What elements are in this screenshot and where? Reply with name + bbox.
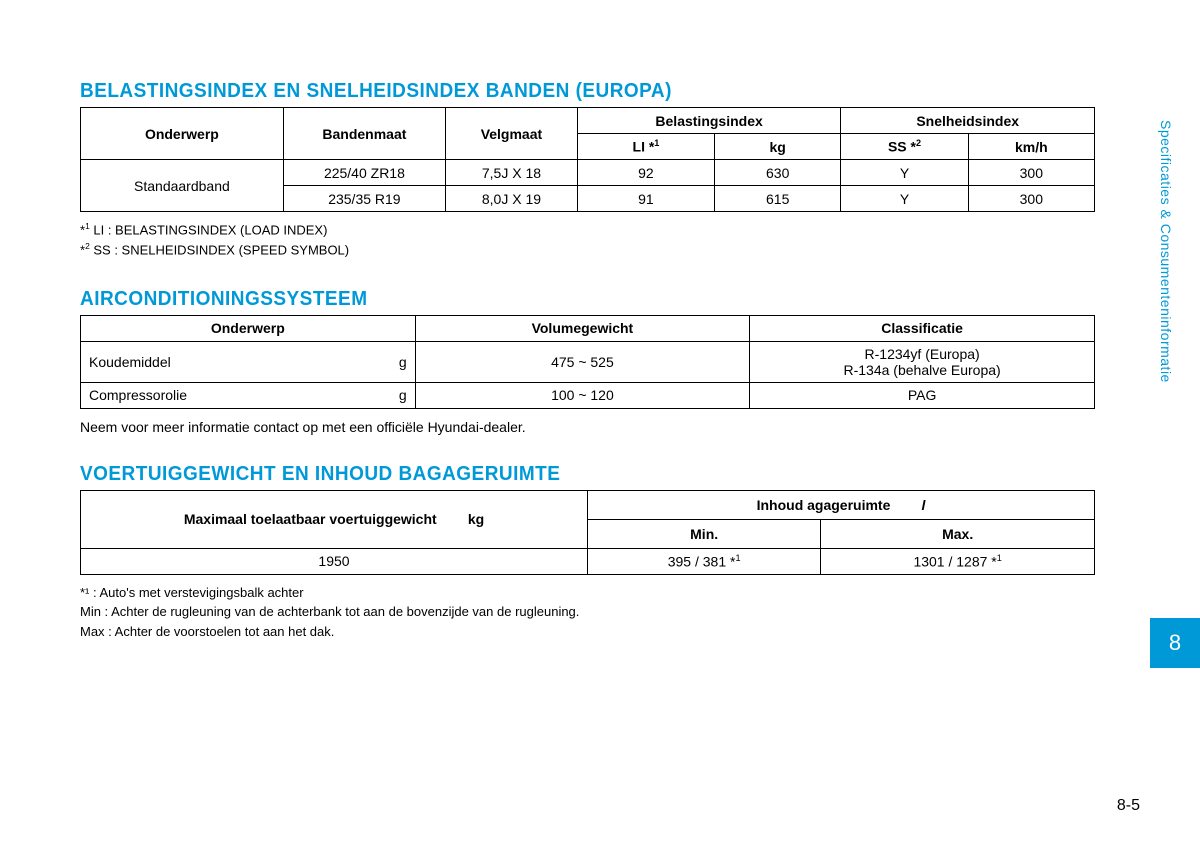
th-speed-group: Snelheidsindex xyxy=(841,108,1095,134)
label: Compressorolie xyxy=(89,387,187,403)
ac-note: Neem voor meer informatie contact op met… xyxy=(80,419,1095,435)
tires-footnotes: *1 LI : BELASTINGSINDEX (LOAD INDEX) *2 … xyxy=(80,220,1095,260)
th-load-group: Belastingsindex xyxy=(577,108,841,134)
footnote: *1 LI : BELASTINGSINDEX (LOAD INDEX) xyxy=(80,220,1095,240)
page-number: 8-5 xyxy=(1117,797,1140,815)
unit: kg xyxy=(468,511,484,527)
th-ss: SS *2 xyxy=(841,134,968,160)
cell: 615 xyxy=(715,186,841,212)
sup: 1 xyxy=(997,553,1002,563)
cell: PAG xyxy=(750,382,1095,408)
cell: Y xyxy=(841,160,968,186)
cell: 91 xyxy=(577,186,714,212)
th-kmh: km/h xyxy=(968,134,1094,160)
table-row: Koudemiddel g 475 ~ 525 R-1234yf (Europa)… xyxy=(81,341,1095,382)
th-class: Classificatie xyxy=(750,315,1095,341)
val: 395 / 381 * xyxy=(668,553,736,569)
table-row: Compressorolie g 100 ~ 120 PAG xyxy=(81,382,1095,408)
th-li-sup: 1 xyxy=(654,138,659,148)
weight-footnotes: *¹ : Auto's met verstevigingsbalk achter… xyxy=(80,583,1095,642)
cell: 100 ~ 120 xyxy=(415,382,750,408)
unit: g xyxy=(399,354,407,370)
footnote: *¹ : Auto's met verstevigingsbalk achter xyxy=(80,583,1095,603)
th-subject: Onderwerp xyxy=(81,315,416,341)
cell: 8,0J X 19 xyxy=(446,186,578,212)
th-min: Min. xyxy=(588,519,821,548)
cell: 395 / 381 *1 xyxy=(588,548,821,574)
th-kg: kg xyxy=(715,134,841,160)
cell: 7,5J X 18 xyxy=(446,160,578,186)
footnote: *2 SS : SNELHEIDSINDEX (SPEED SYMBOL) xyxy=(80,240,1095,260)
page-content: BELASTINGSINDEX EN SNELHEIDSINDEX BANDEN… xyxy=(80,80,1095,641)
std-tire-label: Standaardband xyxy=(81,160,284,212)
cell: 300 xyxy=(968,186,1094,212)
label: Inhoud agageruimte xyxy=(757,497,891,513)
th-ss-text: SS * xyxy=(888,139,916,155)
th-tire-size: Bandenmaat xyxy=(283,108,445,160)
cell: R-1234yf (Europa) R-134a (behalve Europa… xyxy=(750,341,1095,382)
table-row: Standaardband 225/40 ZR18 7,5J X 18 92 6… xyxy=(81,160,1095,186)
cell: Koudemiddel g xyxy=(81,341,416,382)
th-li-text: LI * xyxy=(633,139,655,155)
cell: 225/40 ZR18 xyxy=(283,160,445,186)
ac-table: Onderwerp Volumegewicht Classificatie Ko… xyxy=(80,315,1095,409)
tires-table: Onderwerp Bandenmaat Velgmaat Belastings… xyxy=(80,107,1095,212)
footnote: Max : Achter de voorstoelen tot aan het … xyxy=(80,622,1095,642)
th-subject: Onderwerp xyxy=(81,108,284,160)
cell: 475 ~ 525 xyxy=(415,341,750,382)
th-li: LI *1 xyxy=(577,134,714,160)
table-row: 1950 395 / 381 *1 1301 / 1287 *1 xyxy=(81,548,1095,574)
cell: 300 xyxy=(968,160,1094,186)
fn-text: SS : SNELHEIDSINDEX (SPEED SYMBOL) xyxy=(90,242,349,257)
sup: 1 xyxy=(735,553,740,563)
th-max-weight: Maximaal toelaatbaar voertuiggewicht kg xyxy=(81,490,588,548)
label: Maximaal toelaatbaar voertuiggewicht xyxy=(184,511,437,527)
unit: g xyxy=(399,387,407,403)
th-wheel-size: Velgmaat xyxy=(446,108,578,160)
label: Koudemiddel xyxy=(89,354,171,370)
ac-title: AIRCONDITIONINGSSYSTEEM xyxy=(80,288,1044,311)
cell: 1301 / 1287 *1 xyxy=(821,548,1095,574)
th-ss-sup: 2 xyxy=(916,138,921,148)
cell: 92 xyxy=(577,160,714,186)
class-line: R-134a (behalve Europa) xyxy=(758,362,1086,378)
cell: 630 xyxy=(715,160,841,186)
chapter-tab: 8 xyxy=(1150,618,1200,668)
val: 1301 / 1287 * xyxy=(913,553,996,569)
weight-table: Maximaal toelaatbaar voertuiggewicht kg … xyxy=(80,490,1095,575)
cell: Compressorolie g xyxy=(81,382,416,408)
class-line: R-1234yf (Europa) xyxy=(758,346,1086,362)
th-max: Max. xyxy=(821,519,1095,548)
cell: Y xyxy=(841,186,968,212)
cell: 1950 xyxy=(81,548,588,574)
th-luggage: Inhoud agageruimte l xyxy=(588,490,1095,519)
weight-title: VOERTUIGGEWICHT EN INHOUD BAGAGERUIMTE xyxy=(80,463,1044,486)
side-section-label: Specificaties & Consumenteninformatie xyxy=(1158,120,1174,383)
th-volume: Volumegewicht xyxy=(415,315,750,341)
footnote: Min : Achter de rugleuning van de achter… xyxy=(80,602,1095,622)
tires-title: BELASTINGSINDEX EN SNELHEIDSINDEX BANDEN… xyxy=(80,80,1044,103)
fn-text: LI : BELASTINGSINDEX (LOAD INDEX) xyxy=(90,222,328,237)
unit: l xyxy=(922,497,926,513)
cell: 235/35 R19 xyxy=(283,186,445,212)
